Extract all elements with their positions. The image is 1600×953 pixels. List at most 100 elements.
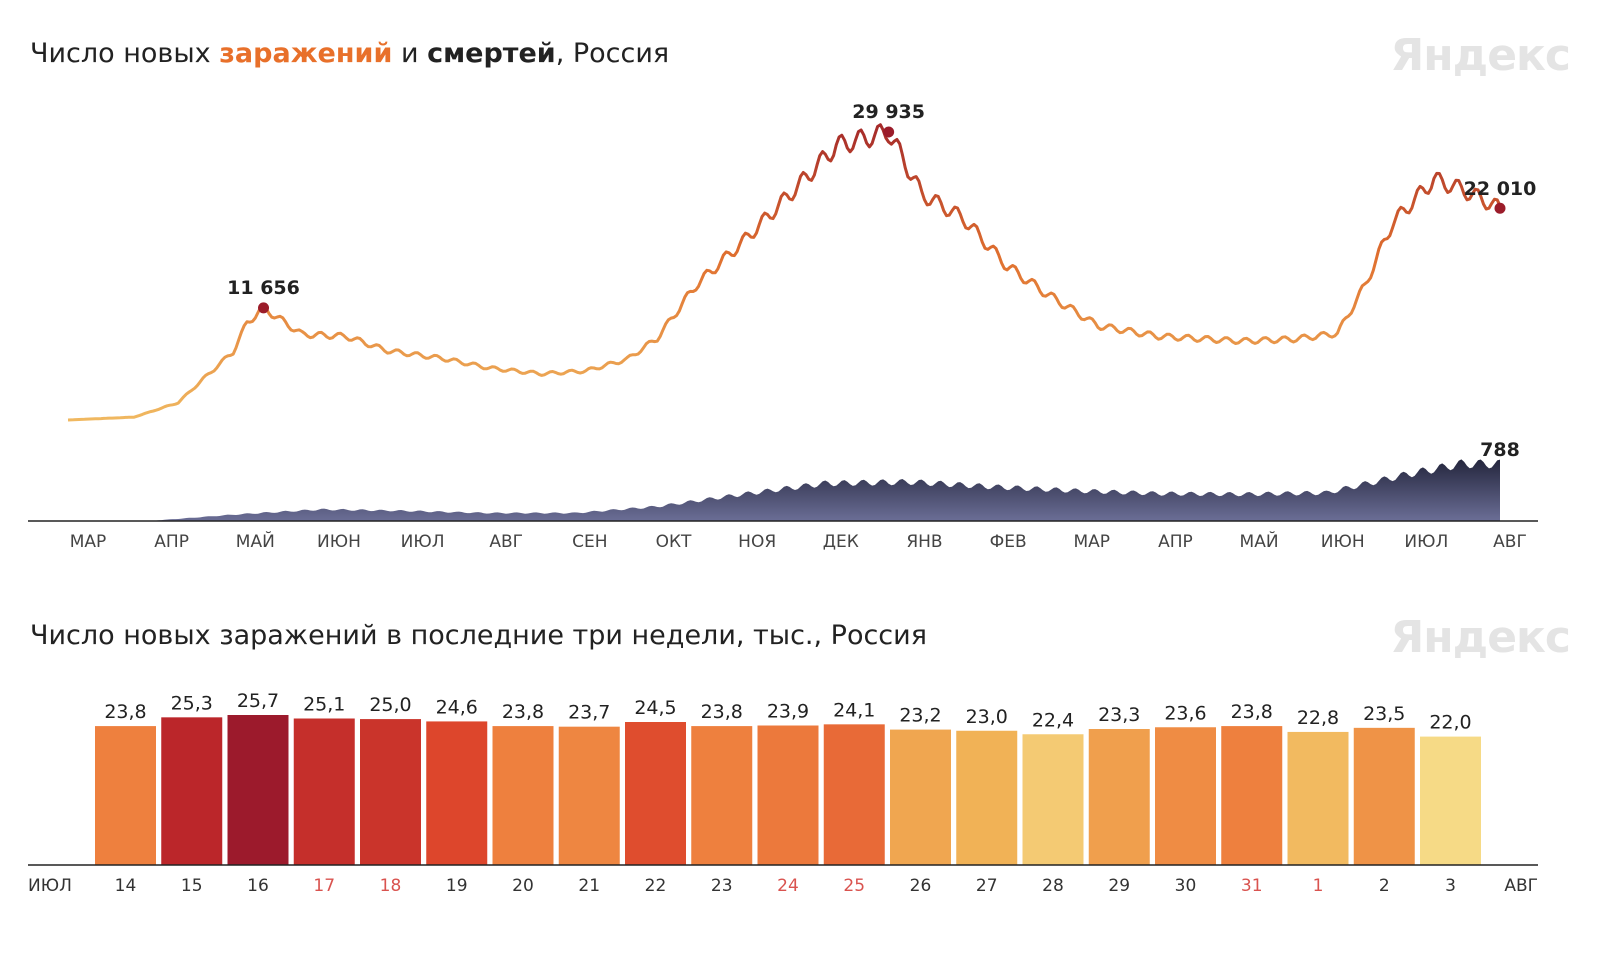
bar-value-label: 23,7	[568, 702, 610, 724]
bar	[227, 715, 289, 865]
chart-title-three-weeks: Число новых заражений в последние три не…	[30, 620, 927, 651]
bar	[1155, 727, 1216, 865]
infections-value-label: 29 935	[852, 101, 925, 123]
bar	[293, 718, 355, 865]
day-tick-label: 1	[1313, 876, 1324, 896]
bar-value-label: 23,8	[1231, 701, 1273, 723]
day-tick-label: 21	[578, 876, 600, 896]
deaths-value-label: 788	[1480, 439, 1520, 461]
bar	[95, 726, 156, 865]
day-tick-label: 2	[1379, 876, 1390, 896]
bar-value-label: 22,8	[1297, 707, 1339, 729]
bar	[956, 730, 1018, 865]
bar-chart-three-weeks: 23,8 14 25,3 15 25,7 16 25,1 17 25,0 18 24,6 19 23,8…	[28, 690, 1538, 896]
bar	[1420, 736, 1481, 865]
bar-value-label: 23,6	[1164, 702, 1206, 724]
infections-value-label: 22 010	[1464, 178, 1537, 200]
bar	[1287, 731, 1349, 865]
bar	[1088, 729, 1150, 865]
day-tick-label: 28	[1042, 876, 1064, 896]
day-tick-label: 29	[1108, 876, 1130, 896]
day-tick-label: 19	[446, 876, 468, 896]
bar	[890, 729, 951, 865]
month-tick-label: АВГ	[1493, 532, 1527, 552]
day-tick-label: 22	[645, 876, 667, 896]
infections-peak-marker	[883, 126, 895, 138]
infections-line	[67, 123, 1502, 422]
month-tick-label: ИЮН	[317, 532, 361, 552]
bar	[625, 722, 686, 865]
bar-value-label: 23,2	[899, 705, 941, 727]
bar	[757, 725, 819, 865]
day-tick-label: 25	[843, 876, 865, 896]
infections-peak-marker	[258, 302, 270, 314]
title-infections-highlight: заражений	[219, 38, 393, 69]
bar-value-label: 25,0	[369, 694, 411, 716]
bar	[691, 726, 753, 865]
bar-value-label: 23,5	[1363, 703, 1405, 725]
yandex-logo: Яндекс	[1390, 30, 1571, 81]
month-tick-label: ИЮН	[1321, 532, 1365, 552]
month-end-label: АВГ	[1504, 876, 1538, 896]
title-deaths-highlight: смертей	[427, 38, 556, 69]
day-tick-label: 26	[910, 876, 932, 896]
bar-value-label: 24,6	[436, 696, 478, 718]
day-tick-label: 24	[777, 876, 799, 896]
day-tick-label: 16	[247, 876, 269, 896]
month-tick-label: МАЙ	[1240, 530, 1279, 552]
bar	[360, 719, 421, 865]
month-tick-label: АВГ	[489, 532, 523, 552]
bar	[161, 717, 223, 865]
month-tick-label: МАЙ	[236, 530, 275, 552]
bar	[492, 726, 554, 865]
bar	[823, 724, 885, 865]
month-tick-label: НОЯ	[738, 532, 776, 552]
day-tick-label: 20	[512, 876, 534, 896]
title-mid: и	[392, 38, 428, 69]
month-tick-label: ДЕК	[823, 532, 859, 552]
month-tick-label: МАР	[70, 532, 107, 552]
month-tick-label: ФЕВ	[990, 532, 1027, 552]
title-prefix: Число новых	[30, 38, 220, 69]
bar	[1353, 727, 1415, 865]
bar-value-label: 23,8	[502, 701, 544, 723]
infections-peak-marker	[1494, 202, 1506, 214]
day-tick-label: 23	[711, 876, 733, 896]
deaths-area	[68, 459, 1500, 521]
day-tick-label: 3	[1445, 876, 1456, 896]
day-tick-label: 30	[1175, 876, 1197, 896]
month-tick-label: ИЮЛ	[401, 532, 445, 552]
bar-value-label: 25,3	[171, 692, 213, 714]
month-tick-label: АПР	[1158, 532, 1193, 552]
day-tick-label: 14	[115, 876, 137, 896]
day-tick-label: 31	[1241, 876, 1263, 896]
bar-value-label: 24,5	[634, 697, 676, 719]
bar-value-label: 23,8	[104, 701, 146, 723]
day-tick-label: 27	[976, 876, 998, 896]
infections-value-label: 11 656	[227, 277, 300, 299]
month-tick-label: АПР	[154, 532, 189, 552]
bar	[558, 726, 620, 865]
month-start-label: ИЮЛ	[28, 876, 72, 896]
bar	[1221, 726, 1283, 865]
month-tick-label: МАР	[1073, 532, 1110, 552]
day-tick-label: 18	[380, 876, 402, 896]
bar-value-label: 25,7	[237, 690, 279, 712]
day-tick-label: 17	[313, 876, 335, 896]
month-tick-label: ОКТ	[656, 532, 692, 552]
bar-value-label: 22,4	[1032, 709, 1074, 731]
month-tick-label: ИЮЛ	[1404, 532, 1448, 552]
line-chart-infections-deaths: МАР АПР МАЙ ИЮН ИЮЛ АВГ СЕН ОКТ НОЯ ДЕК ЯНВ ФЕВ МАР А…	[28, 101, 1538, 552]
chart-title-infections-deaths: Число новых заражений и смертей, Россия	[30, 38, 669, 69]
month-tick-label: СЕН	[572, 532, 607, 552]
day-tick-label: 15	[181, 876, 203, 896]
yandex-logo: Яндекс	[1390, 612, 1571, 663]
bar	[426, 721, 488, 865]
bar-value-label: 23,0	[966, 706, 1008, 728]
bar-value-label: 23,9	[767, 701, 809, 723]
bar-value-label: 23,3	[1098, 704, 1140, 726]
bar	[1022, 734, 1084, 865]
title-suffix: , Россия	[555, 38, 670, 69]
bar-value-label: 23,8	[701, 701, 743, 723]
bar-value-label: 24,1	[833, 699, 875, 721]
